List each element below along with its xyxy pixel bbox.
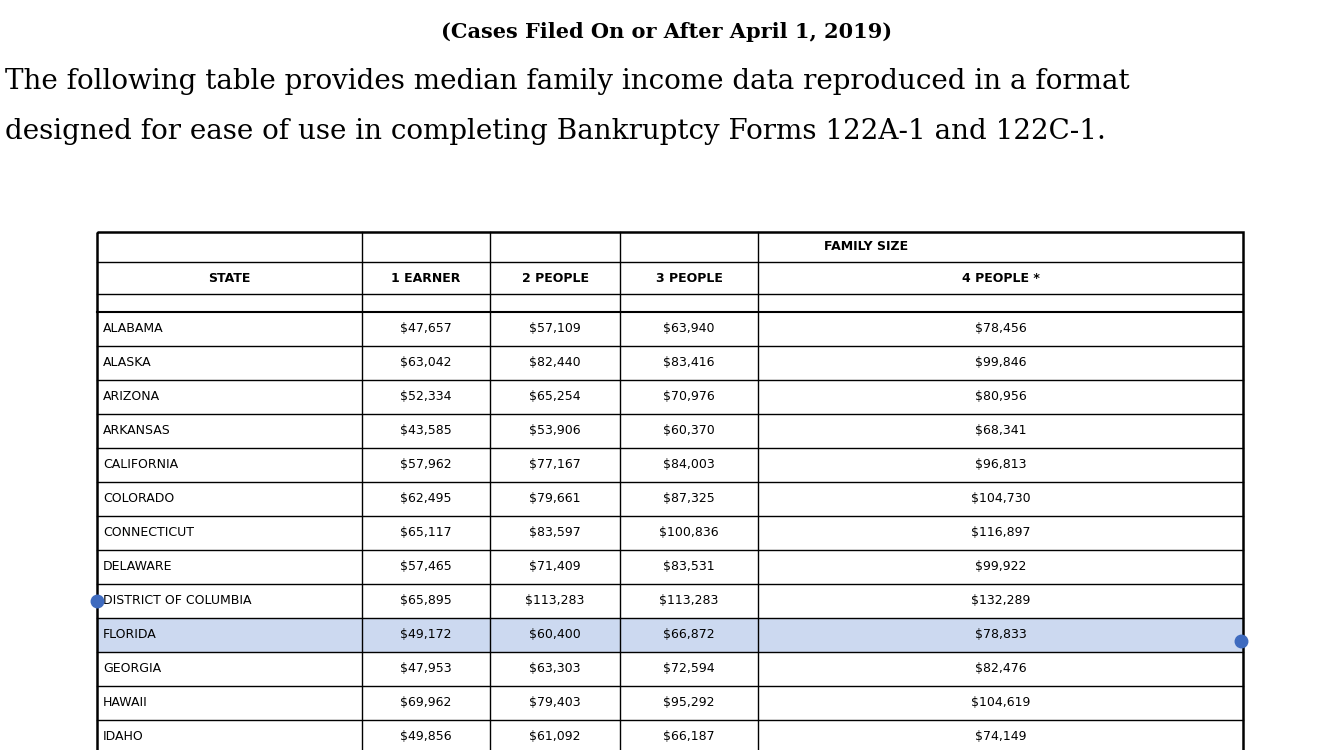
Text: 2 PEOPLE: 2 PEOPLE	[522, 272, 588, 284]
Text: $96,813: $96,813	[975, 458, 1026, 472]
Text: The following table provides median family income data reproduced in a format: The following table provides median fami…	[5, 68, 1130, 95]
Text: $57,109: $57,109	[530, 322, 580, 335]
Text: ARKANSAS: ARKANSAS	[103, 424, 171, 437]
Bar	[97, 618, 1243, 652]
Text: CALIFORNIA: CALIFORNIA	[103, 458, 179, 472]
Text: $99,922: $99,922	[975, 560, 1026, 574]
Text: $132,289: $132,289	[971, 595, 1030, 608]
Text: $83,597: $83,597	[530, 526, 580, 539]
Text: $74,149: $74,149	[975, 730, 1026, 743]
Text: $104,730: $104,730	[971, 493, 1030, 506]
Text: $72,594: $72,594	[663, 662, 715, 676]
Text: $87,325: $87,325	[663, 493, 715, 506]
Text: $99,846: $99,846	[975, 356, 1026, 370]
Text: $70,976: $70,976	[663, 391, 715, 404]
Text: DELAWARE: DELAWARE	[103, 560, 172, 574]
Text: $61,092: $61,092	[530, 730, 580, 743]
Text: $49,172: $49,172	[400, 628, 452, 641]
Text: $43,585: $43,585	[400, 424, 452, 437]
Text: $57,465: $57,465	[400, 560, 452, 574]
Text: COLORADO: COLORADO	[103, 493, 175, 506]
Text: FAMILY SIZE: FAMILY SIZE	[824, 241, 908, 254]
Text: 3 PEOPLE: 3 PEOPLE	[655, 272, 723, 284]
Text: $63,303: $63,303	[530, 662, 580, 676]
Text: $100,836: $100,836	[659, 526, 719, 539]
Text: $71,409: $71,409	[530, 560, 580, 574]
Text: $47,953: $47,953	[400, 662, 452, 676]
Text: $65,117: $65,117	[400, 526, 452, 539]
Text: GEORGIA: GEORGIA	[103, 662, 161, 676]
Text: $60,370: $60,370	[663, 424, 715, 437]
Text: $113,283: $113,283	[526, 595, 584, 608]
Text: $49,856: $49,856	[400, 730, 452, 743]
Text: $116,897: $116,897	[971, 526, 1030, 539]
Text: $82,476: $82,476	[975, 662, 1026, 676]
Text: ALABAMA: ALABAMA	[103, 322, 164, 335]
Text: $65,254: $65,254	[530, 391, 580, 404]
Text: $60,400: $60,400	[530, 628, 580, 641]
Text: $66,187: $66,187	[663, 730, 715, 743]
Text: $80,956: $80,956	[975, 391, 1026, 404]
Text: IDAHO: IDAHO	[103, 730, 144, 743]
Text: $47,657: $47,657	[400, 322, 452, 335]
Text: $78,456: $78,456	[975, 322, 1026, 335]
Text: $53,906: $53,906	[530, 424, 580, 437]
Text: $65,895: $65,895	[400, 595, 452, 608]
Text: $63,940: $63,940	[663, 322, 715, 335]
Text: $69,962: $69,962	[400, 697, 452, 709]
Text: $95,292: $95,292	[663, 697, 715, 709]
Text: $52,334: $52,334	[400, 391, 452, 404]
Text: $84,003: $84,003	[663, 458, 715, 472]
Text: $57,962: $57,962	[400, 458, 452, 472]
Text: $83,531: $83,531	[663, 560, 715, 574]
Text: $79,661: $79,661	[530, 493, 580, 506]
Text: designed for ease of use in completing Bankruptcy Forms 122A-1 and 122C-1.: designed for ease of use in completing B…	[5, 118, 1106, 145]
Text: $104,619: $104,619	[971, 697, 1030, 709]
Text: $77,167: $77,167	[530, 458, 580, 472]
Text: ARIZONA: ARIZONA	[103, 391, 160, 404]
Text: CONNECTICUT: CONNECTICUT	[103, 526, 193, 539]
Text: 1 EARNER: 1 EARNER	[391, 272, 460, 284]
Text: $113,283: $113,283	[659, 595, 719, 608]
Text: FLORIDA: FLORIDA	[103, 628, 157, 641]
Text: HAWAII: HAWAII	[103, 697, 148, 709]
Text: DISTRICT OF COLUMBIA: DISTRICT OF COLUMBIA	[103, 595, 252, 608]
Text: (Cases Filed On or After April 1, 2019): (Cases Filed On or After April 1, 2019)	[442, 22, 892, 42]
Text: $79,403: $79,403	[530, 697, 580, 709]
Text: $68,341: $68,341	[975, 424, 1026, 437]
Text: $66,872: $66,872	[663, 628, 715, 641]
Text: $82,440: $82,440	[530, 356, 580, 370]
Text: $63,042: $63,042	[400, 356, 452, 370]
Text: $83,416: $83,416	[663, 356, 715, 370]
Text: $62,495: $62,495	[400, 493, 452, 506]
Text: STATE: STATE	[208, 272, 251, 284]
Text: $78,833: $78,833	[975, 628, 1026, 641]
Text: ALASKA: ALASKA	[103, 356, 152, 370]
Bar	[97, 232, 1243, 750]
Text: 4 PEOPLE *: 4 PEOPLE *	[962, 272, 1039, 284]
